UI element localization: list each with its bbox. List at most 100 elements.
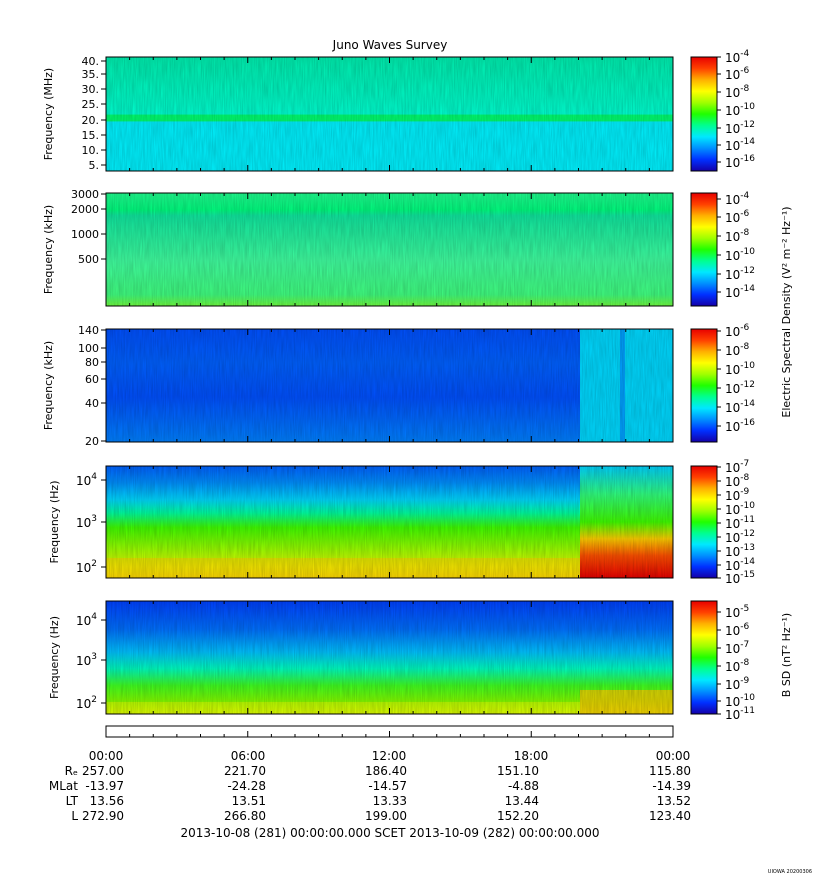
ephemeris-value: 13.52 xyxy=(657,794,691,808)
ephemeris-value: -13.97 xyxy=(85,779,124,793)
colorbar-tick-label: 10-6 xyxy=(725,209,750,225)
ephemeris-value: -24.28 xyxy=(227,779,266,793)
ephemeris-label: MLat xyxy=(49,779,78,793)
y-axis-label: Frequency (Hz) xyxy=(48,481,61,564)
y-tick-label: 103 xyxy=(76,652,97,668)
y-tick-label: 15. xyxy=(82,129,100,142)
time-label: 06:00 xyxy=(231,749,266,763)
ephemeris-value: -14.39 xyxy=(652,779,691,793)
y-tick-label: 1000 xyxy=(71,228,99,241)
colorbars: 10-410-610-810-1010-1210-1410-1610-410-6… xyxy=(690,49,755,722)
ephemeris-value: 13.51 xyxy=(232,794,266,808)
colorbar-low-frequency: 10-6 10-8 10-10 10-12 10-14 10-16 xyxy=(690,323,755,443)
colorbar-tick-label: 10-14 xyxy=(725,557,755,573)
colorbar-tick-label: 10-14 xyxy=(725,137,755,153)
colorbar-tick-label: 10-7 xyxy=(725,459,749,475)
ephemeris-label: Rₑ xyxy=(65,764,78,778)
y-tick-label: 30. xyxy=(82,83,100,96)
time-label: 00:00 xyxy=(656,749,691,763)
colorbar-tick-label: 10-15 xyxy=(725,570,755,586)
ephemeris-value: 151.10 xyxy=(497,764,539,778)
ephemeris-value: 13.44 xyxy=(505,794,539,808)
y-tick-label: 35. xyxy=(82,68,100,81)
y-axis-label: Frequency (MHz) xyxy=(42,68,55,160)
colorbar-tick-label: 10-8 xyxy=(725,84,750,100)
colorbar-scale xyxy=(690,465,718,579)
panel-electric-audio: 104 103 102 Frequency (Hz) xyxy=(48,465,674,579)
ephemeris-value: -14.57 xyxy=(368,779,407,793)
y-tick-label: 25. xyxy=(82,98,100,111)
spectrogram-panels: 40.35. 30. 25. 20. 15. 10. 5. Frequency (MHz) 30… xyxy=(42,55,674,715)
y-tick-label: 60 xyxy=(85,373,99,386)
y-tick-label: 104 xyxy=(76,472,97,488)
ephemeris-label: L xyxy=(71,809,78,823)
colorbar-tick-label: 10-12 xyxy=(725,120,755,136)
y-tick-label: 102 xyxy=(76,559,97,575)
colorbar-tick-label: 10-16 xyxy=(725,418,755,434)
scet-range: 2013-10-08 (281) 00:00:00.000 SCET 2013-… xyxy=(180,826,599,840)
colorbar-tick-label: 10-10 xyxy=(725,361,755,377)
colorbar-tick-label: 10-8 xyxy=(725,473,750,489)
colorbar-tick-label: 10-14 xyxy=(725,284,755,300)
ephemeris-label: LT xyxy=(66,794,79,808)
y-tick-label: 20 xyxy=(85,435,99,448)
panel-magnetic-audio: 104 103 102 Frequency (Hz) xyxy=(48,600,674,715)
ephemeris-value: 13.56 xyxy=(90,794,124,808)
y-tick-label: 3000 xyxy=(71,188,99,201)
colorbar-tick-label: 10-7 xyxy=(725,640,749,656)
colorbar-tick-label: 10-11 xyxy=(725,706,755,722)
y-tick-label: 80 xyxy=(85,356,99,369)
colorbar-tick-label: 10-16 xyxy=(725,154,755,170)
colorbar-tick-label: 10-5 xyxy=(725,604,749,620)
y-axis-label: Frequency (Hz) xyxy=(48,616,61,699)
colorbar-scale xyxy=(690,56,718,172)
y-tick-label: 102 xyxy=(76,695,97,711)
colorbar-scale xyxy=(690,600,718,715)
colorbar-tick-label: 10-13 xyxy=(725,543,755,559)
colorbar-tick-label: 10-10 xyxy=(725,247,755,263)
ephemeris-value: 199.00 xyxy=(365,809,407,823)
colorbar-tick-label: 10-8 xyxy=(725,658,750,674)
spectrogram-texture xyxy=(106,57,673,171)
footer-stamp: UIOWA 20200306 xyxy=(768,869,812,875)
colorbar-scale xyxy=(690,192,718,307)
colorbar-tick-label: 10-12 xyxy=(725,529,755,545)
colorbar-tick-label: 10-8 xyxy=(725,228,750,244)
colorbar-tick-label: 10-10 xyxy=(725,102,755,118)
y-tick-label: 103 xyxy=(76,514,97,530)
colorbar-scale xyxy=(690,328,718,443)
y-tick-label: 500 xyxy=(78,253,99,266)
colorbar-tick-label: 10-9 xyxy=(725,676,750,692)
shared-colorbar-label: Electric Spectral Density (V² m⁻² Hz⁻¹) xyxy=(780,206,793,417)
panel-high-frequency: 40.35. 30. 25. 20. 15. 10. 5. Frequency (MHz) xyxy=(42,55,674,172)
y-tick-label: 20. xyxy=(82,114,100,127)
ephemeris-value: -4.88 xyxy=(508,779,539,793)
ephemeris-value: 123.40 xyxy=(649,809,691,823)
colorbar-tick-label: 10-11 xyxy=(725,515,755,531)
ephemeris-value: 115.80 xyxy=(649,764,691,778)
ephemeris-value: 221.70 xyxy=(224,764,266,778)
y-tick-label: 40 xyxy=(85,397,99,410)
colorbar-tick-label: 10-6 xyxy=(725,622,750,638)
time-label: 12:00 xyxy=(372,749,407,763)
colorbar-tick-label: 10-9 xyxy=(725,487,750,503)
colorbar-tick-label: 10-12 xyxy=(725,380,755,396)
ephemeris-value: 257.00 xyxy=(82,764,124,778)
y-axis-label: Frequency (kHz) xyxy=(42,205,55,294)
colorbar-tick-label: 10-10 xyxy=(725,501,755,517)
spectrogram-texture xyxy=(106,601,673,714)
spectrogram-texture xyxy=(106,329,673,442)
colorbar-tick-label: 10-8 xyxy=(725,342,750,358)
y-tick-label: 10. xyxy=(82,144,100,157)
y-tick-label: 5. xyxy=(89,159,100,172)
colorbar-tick-label: 10-12 xyxy=(725,266,755,282)
y-tick-label: 104 xyxy=(76,612,97,628)
colorbar-tick-label: 10-6 xyxy=(725,66,750,82)
y-axis-label: Frequency (kHz) xyxy=(42,341,55,430)
time-label: 00:00 xyxy=(89,749,124,763)
y-tick-label: 2000 xyxy=(71,203,99,216)
ephemeris-value: 13.33 xyxy=(373,794,407,808)
